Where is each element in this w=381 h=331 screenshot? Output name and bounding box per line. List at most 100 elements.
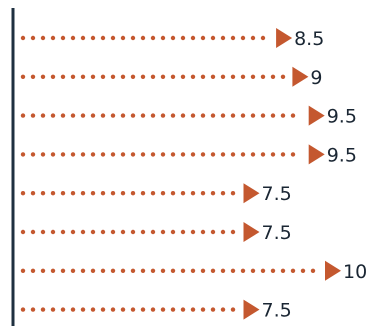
bar-dot <box>60 35 66 41</box>
bar-dot <box>270 268 276 273</box>
bar-dot <box>40 35 46 41</box>
bar-dot <box>120 74 126 80</box>
bar-dot <box>20 74 26 80</box>
bar-dot <box>50 35 56 41</box>
bar-dot <box>240 113 246 118</box>
bar-dot <box>220 113 226 118</box>
bar-dot <box>150 229 156 235</box>
bar-dot <box>80 229 86 235</box>
bar-dotted-line <box>20 191 236 196</box>
bar-dot <box>100 307 106 312</box>
bar-dot <box>240 35 246 41</box>
bar-dot <box>180 35 186 41</box>
bar-dot <box>300 268 306 273</box>
bar-dotted-line <box>20 229 236 235</box>
bar-arrowhead <box>325 260 341 281</box>
bar-dot <box>150 74 156 80</box>
bar-dot <box>70 191 76 196</box>
bar-row: 7.5 <box>20 183 292 205</box>
bar-dot <box>230 191 236 196</box>
bar-dot <box>230 229 236 235</box>
bar-dotted-line <box>20 113 296 118</box>
bar-dot <box>60 113 66 118</box>
bar-row: 7.5 <box>20 299 292 322</box>
bar-dot <box>170 229 176 235</box>
bar-dot <box>200 229 206 235</box>
bar-dotted-line <box>20 268 316 273</box>
bar-dot <box>150 35 156 41</box>
bar-dot <box>20 35 26 41</box>
bar-dot <box>130 113 136 118</box>
bar-dot <box>280 268 286 273</box>
bar-dot <box>140 35 146 41</box>
bar-dot <box>280 152 286 157</box>
value-label: 7.5 <box>262 183 292 205</box>
bar-dot <box>260 113 266 118</box>
bar-dot <box>240 152 246 157</box>
bar-dot <box>270 113 276 118</box>
bar-dot <box>170 268 176 273</box>
bar-dot <box>30 191 36 196</box>
bar-arrowhead <box>243 222 260 242</box>
bar-dot <box>60 229 66 235</box>
bar-dot <box>160 307 166 312</box>
bar-dot <box>130 307 136 312</box>
bar-dot <box>60 191 66 196</box>
bar-dot <box>120 268 126 273</box>
bar-dot <box>190 152 196 157</box>
bar-dot <box>180 113 186 118</box>
bar-dot <box>50 113 56 118</box>
bar-dot <box>190 229 196 235</box>
bar-dot <box>210 35 216 41</box>
bar-dot <box>160 268 166 273</box>
bar-dot <box>70 229 76 235</box>
bar-dot <box>30 229 36 235</box>
bar-dot <box>200 74 206 80</box>
bar-dot <box>230 113 236 118</box>
bar-dot <box>180 74 186 80</box>
bar-dot <box>260 74 266 80</box>
bar-dot <box>70 268 76 273</box>
bar-dot <box>190 113 196 118</box>
bar-dot <box>90 307 96 312</box>
bar-dot <box>100 74 106 80</box>
bar-row: 9 <box>20 66 322 89</box>
bar-dot <box>30 268 36 273</box>
bar-dot <box>190 268 196 273</box>
bar-dot <box>200 268 206 273</box>
bar-dot <box>110 229 116 235</box>
bar-dot <box>80 268 86 273</box>
bar-dot <box>180 268 186 273</box>
bar-dot <box>200 152 206 157</box>
bar-dot <box>230 35 236 41</box>
bar-dot <box>80 152 86 157</box>
bar-arrowhead <box>243 299 260 320</box>
bar-dot <box>180 152 186 157</box>
bar-dot <box>210 229 216 235</box>
bar-dot <box>290 268 296 273</box>
bar-dot <box>30 113 36 118</box>
bar-arrowhead <box>243 183 260 204</box>
bar-dot <box>260 268 266 273</box>
bar-dot <box>220 307 226 312</box>
value-label: 7.5 <box>262 300 292 322</box>
bar-dot <box>140 307 146 312</box>
bar-dot <box>290 152 296 157</box>
bar-row: 8.5 <box>20 28 324 50</box>
bar-dot <box>40 268 46 273</box>
bar-dot <box>230 268 236 273</box>
bar-dot <box>230 152 236 157</box>
bar-dot <box>200 113 206 118</box>
bar-dot <box>240 268 246 273</box>
bar-dot <box>250 74 256 80</box>
bar-row: 7.5 <box>20 222 292 244</box>
bar-dot <box>130 229 136 235</box>
bar-dot <box>120 191 126 196</box>
bar-dot <box>50 229 56 235</box>
bar-dotted-line <box>20 152 296 157</box>
bar-dot <box>140 152 146 157</box>
bar-dot <box>70 113 76 118</box>
bar-dot <box>90 229 96 235</box>
bar-dot <box>80 74 86 80</box>
